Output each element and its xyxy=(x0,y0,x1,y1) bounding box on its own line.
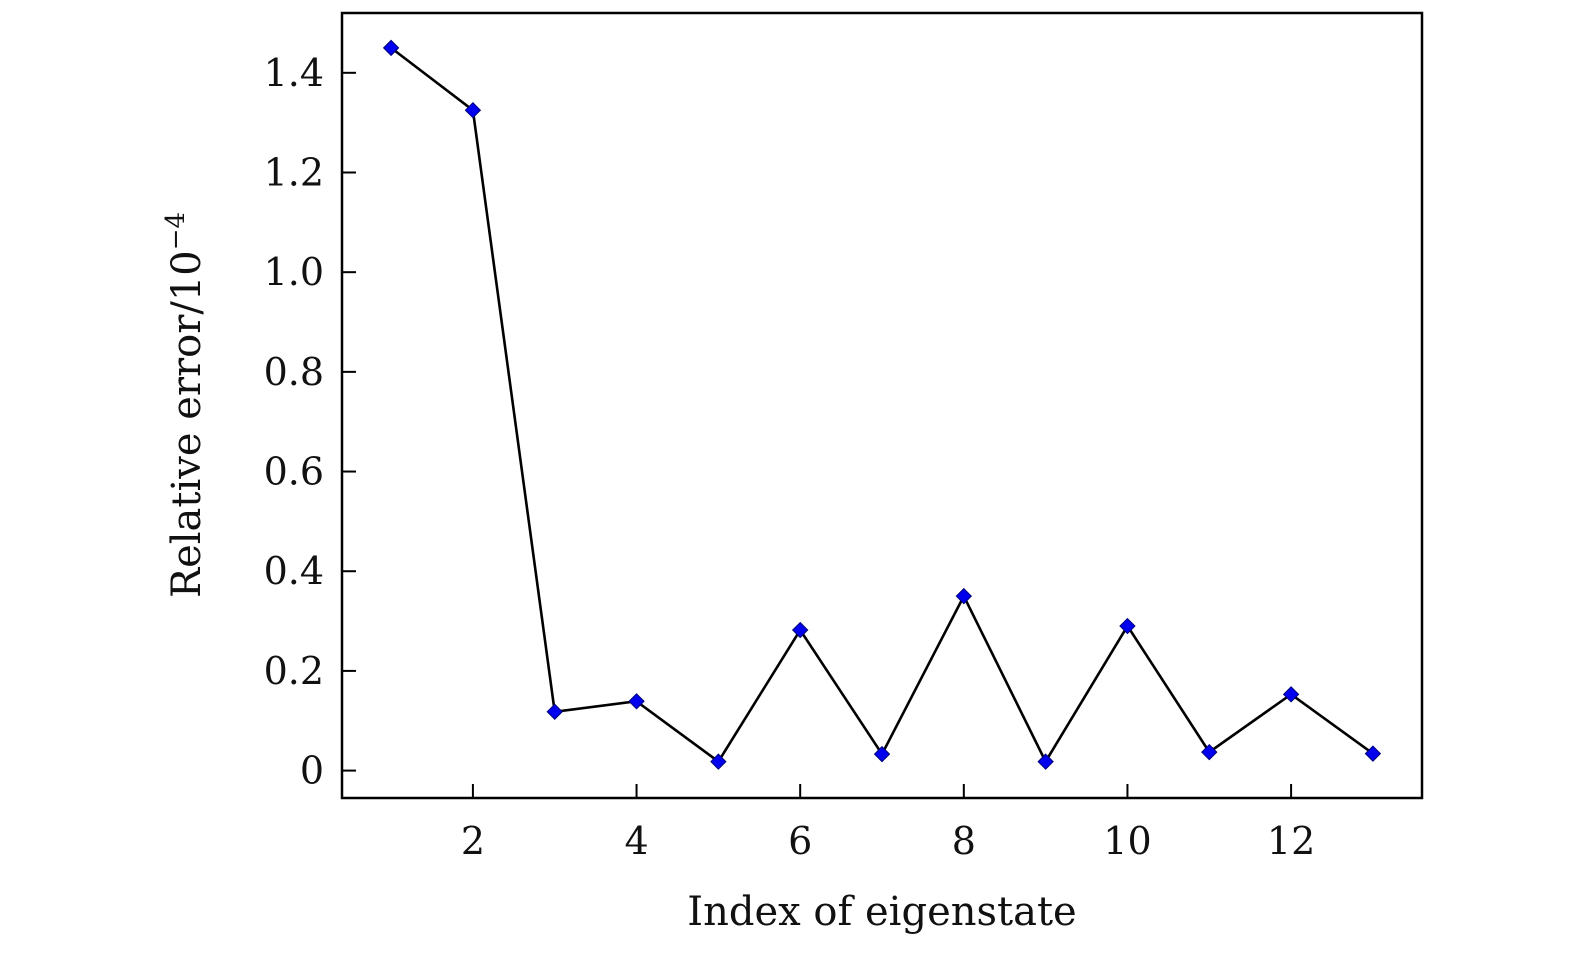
data-point xyxy=(791,621,809,639)
y-tick-label: 0.2 xyxy=(264,649,324,693)
x-tick-label: 6 xyxy=(788,819,812,863)
data-point xyxy=(1037,753,1054,770)
data-point xyxy=(1282,686,1300,703)
plot-frame xyxy=(340,11,1424,800)
data-point xyxy=(955,587,973,605)
y-axis-label-base: Relative error/10 xyxy=(164,250,210,598)
x-tick-label: 12 xyxy=(1267,819,1315,863)
y-tick-label: 1.0 xyxy=(264,250,324,294)
series-markers xyxy=(382,39,1382,770)
data-point xyxy=(464,101,482,119)
series-line xyxy=(390,46,1374,765)
data-point xyxy=(1119,617,1136,635)
x-axis-label: Index of eigenstate xyxy=(687,889,1076,935)
y-tick-label: 0 xyxy=(300,749,324,793)
x-tick-label: 8 xyxy=(952,819,976,863)
y-axis-ticks: 0 0.2 0.4 0.6 0.8 1.0 1.2 1.4 xyxy=(264,51,356,793)
y-tick-label: 0.6 xyxy=(264,450,324,494)
data-point xyxy=(1364,745,1382,762)
data-point xyxy=(546,703,563,720)
data-point xyxy=(628,693,645,710)
y-tick-label: 1.2 xyxy=(264,150,324,194)
x-tick-label: 10 xyxy=(1103,819,1151,863)
x-tick-label: 2 xyxy=(461,819,485,863)
x-tick-label: 4 xyxy=(624,819,648,863)
y-tick-label: 1.4 xyxy=(264,51,324,95)
data-point xyxy=(1201,743,1218,761)
data-point xyxy=(382,39,400,57)
data-point xyxy=(710,753,727,770)
y-tick-label: 0.8 xyxy=(264,350,324,394)
y-tick-label: 0.4 xyxy=(264,549,324,593)
y-axis-label-exponent: −4 xyxy=(161,212,191,250)
data-point xyxy=(873,745,891,763)
x-axis-ticks: 2 4 6 8 10 12 xyxy=(461,784,1315,863)
y-axis-label: Relative error/10−4 xyxy=(161,212,210,598)
